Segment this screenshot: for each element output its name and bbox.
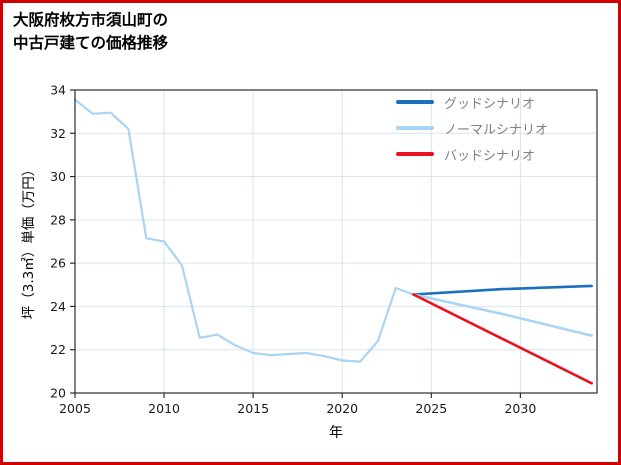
x-tick-label: 2005: [59, 401, 91, 416]
legend-item-normal: ノーマルシナリオ: [396, 115, 548, 141]
legend-item-bad: バッドシナリオ: [396, 141, 548, 167]
x-tick-label: 2015: [237, 401, 269, 416]
y-tick-label: 22: [50, 342, 66, 357]
x-tick-label: 2025: [415, 401, 447, 416]
y-tick-label: 20: [50, 386, 66, 401]
series-line-history: [73, 98, 415, 363]
plot-frame: [74, 89, 598, 394]
y-tick-label: 24: [50, 299, 66, 314]
legend-swatch-normal: [396, 126, 434, 130]
series-line-bad: [412, 293, 594, 385]
y-axis-label: 坪（3.3㎡）単価（万円）: [21, 162, 37, 320]
y-tick-label: 30: [50, 169, 66, 184]
legend-label-bad: バッドシナリオ: [444, 148, 536, 164]
legend-swatch-bad: [396, 152, 434, 156]
legend-item-good: グッドシナリオ: [396, 89, 548, 115]
legend-label-normal: ノーマルシナリオ: [444, 122, 549, 138]
chart-title: 大阪府枚方市須山町の 中古戸建ての価格推移: [13, 11, 169, 53]
series-line-good: [412, 284, 594, 296]
legend-label-good: グッドシナリオ: [444, 96, 536, 112]
x-axis-label: 年: [329, 425, 343, 441]
x-tick-label: 2010: [148, 401, 180, 416]
y-tick-label: 32: [50, 126, 66, 141]
legend-swatch-good: [396, 100, 434, 104]
y-tick-label: 34: [50, 83, 66, 98]
chart-legend: グッドシナリオ ノーマルシナリオ バッドシナリオ: [396, 89, 548, 167]
y-tick-label: 26: [50, 256, 66, 271]
series-line-normal: [412, 293, 594, 337]
x-tick-label: 2020: [326, 401, 358, 416]
x-tick-label: 2030: [504, 401, 536, 416]
y-tick-label: 28: [50, 212, 66, 227]
line-chart-plot: 2005 2010 2015 2020 2025 2030 20 22 24 26 28 30 32 34: [50, 83, 598, 416]
